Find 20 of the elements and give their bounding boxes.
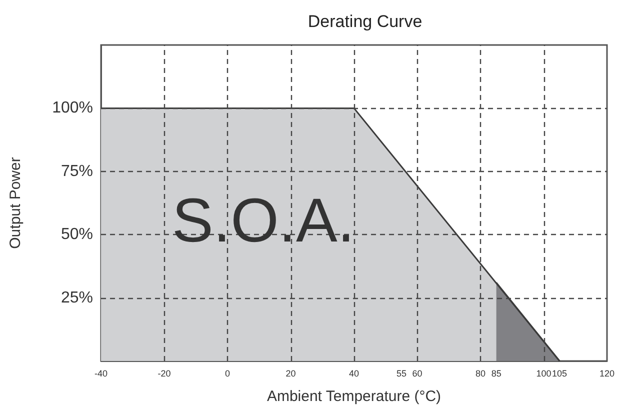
x-tick-label: 120 [599,368,615,378]
x-tick-label: 100 [536,368,552,378]
y-tick-label: 50% [60,226,93,244]
x-tick-label: 80 [475,368,486,378]
x-tick-label: 85 [491,368,502,378]
x-tick-label: 55 [396,368,406,378]
x-tick-label: 40 [348,368,360,378]
x-tick-label: 0 [224,368,230,378]
y-tick-label: 25% [60,289,93,306]
x-axis-title: Ambient Temperature (°C) [266,388,442,405]
y-tick-label: 100% [52,100,93,117]
x-tick-label: 20 [286,368,296,378]
y-tick-label: 75% [60,162,93,180]
y-axis-title: Output Power [7,157,24,249]
x-tick-label: 105 [552,368,568,378]
x-tick-label: -20 [158,368,171,378]
chart-title: Derating Curve [308,12,422,31]
annotation: S.O.A. [172,186,355,256]
x-tick-label: 60 [412,368,422,378]
x-tick-label: -40 [94,368,108,378]
